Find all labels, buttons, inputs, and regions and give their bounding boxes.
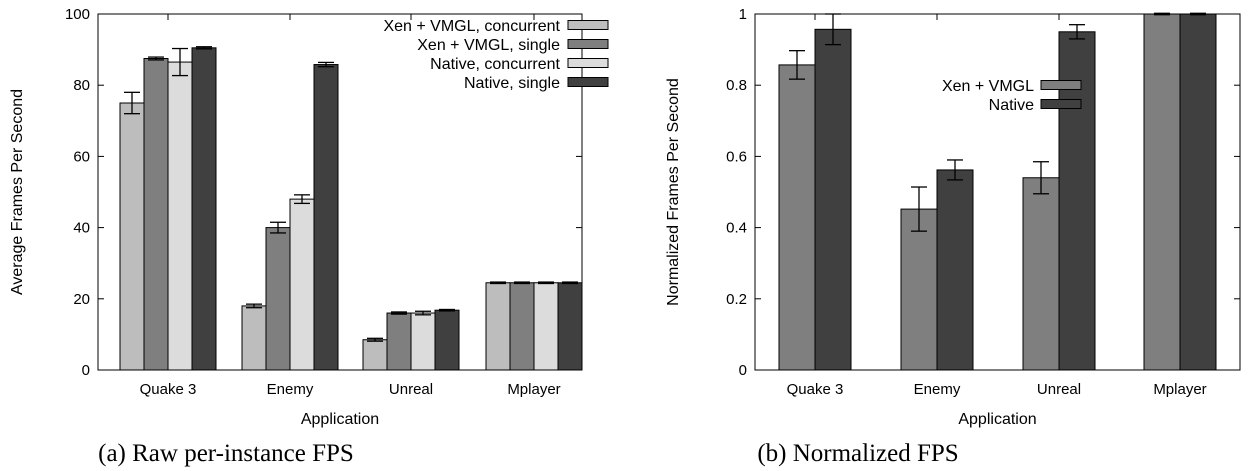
y-tick-label: 1 [739, 6, 747, 23]
bar [1022, 177, 1060, 371]
legend-swatch [567, 39, 609, 49]
x-tick-label: Unreal [1037, 381, 1081, 398]
legend-swatch [567, 77, 609, 87]
bar [362, 339, 388, 371]
bar [241, 305, 267, 371]
x-tick-label: Mplayer [507, 381, 560, 398]
y-axis-title: Average Frames Per Second [9, 89, 26, 295]
y-tick-label: 0 [739, 362, 747, 379]
plot-frame [754, 13, 1241, 371]
y-tick-label: 0 [82, 362, 90, 379]
y-tick-label: 20 [73, 291, 90, 308]
bar [557, 282, 583, 371]
y-tick-label: 0.2 [726, 291, 747, 308]
bar [410, 312, 436, 371]
bar [313, 64, 339, 371]
bar [1143, 13, 1181, 371]
y-tick-label: 100 [65, 6, 90, 23]
x-axis-title: Application [301, 411, 379, 428]
chart-raw-fps: 0 20 40 60 80 100 Quake 3 Enemy Unreal Mplayer Xen… [9, 6, 609, 467]
bar [900, 208, 938, 371]
bar [936, 169, 974, 371]
bar [485, 282, 511, 371]
chart-normalized-fps: 0 0.2 0.4 0.6 0.8 1 Quake 3 Enemy Unreal Mplayer X… [665, 6, 1241, 467]
legend-swatch [1040, 99, 1082, 109]
y-tick-label: 80 [73, 77, 90, 94]
bar [509, 282, 535, 371]
legend-label: Xen + VMGL [942, 78, 1034, 95]
x-tick-label: Mplayer [1153, 381, 1206, 398]
plot-frame [97, 13, 583, 371]
bar [119, 102, 145, 371]
legend-label: Native, concurrent [430, 56, 560, 73]
bar [143, 58, 169, 371]
y-tick-label: 60 [73, 148, 90, 165]
y-axis-title: Normalized Frames Per Second [665, 78, 682, 306]
x-tick-label: Quake 3 [787, 381, 844, 398]
chart-caption: (b) Normalized FPS [757, 440, 958, 467]
legend-label: Xen + VMGL, single [417, 37, 560, 54]
x-tick-label: Unreal [389, 381, 433, 398]
x-tick-label: Quake 3 [140, 381, 197, 398]
legend-label: Native, single [464, 75, 560, 92]
bar [778, 64, 816, 371]
legend-swatch [567, 58, 609, 68]
x-tick-label: Enemy [267, 381, 314, 398]
bar [1179, 13, 1217, 371]
bar [386, 312, 412, 371]
legend-swatch [1040, 80, 1082, 90]
bar [434, 309, 460, 371]
y-tick-label: 0.4 [726, 220, 747, 237]
x-axis-title: Application [958, 411, 1036, 428]
y-tick-label: 40 [73, 220, 90, 237]
chart-caption: (a) Raw per-instance FPS [98, 440, 354, 467]
bar [814, 28, 852, 371]
legend-label: Native [989, 97, 1034, 114]
legend-label: Xen + VMGL, concurrent [383, 18, 560, 35]
bar [265, 227, 291, 371]
bar [167, 61, 193, 371]
legend-swatch [567, 20, 609, 30]
x-tick-label: Enemy [914, 381, 961, 398]
bar [289, 198, 315, 371]
bar [191, 47, 217, 371]
bar [533, 282, 559, 371]
y-tick-label: 0.8 [726, 77, 747, 94]
y-tick-label: 0.6 [726, 148, 747, 165]
